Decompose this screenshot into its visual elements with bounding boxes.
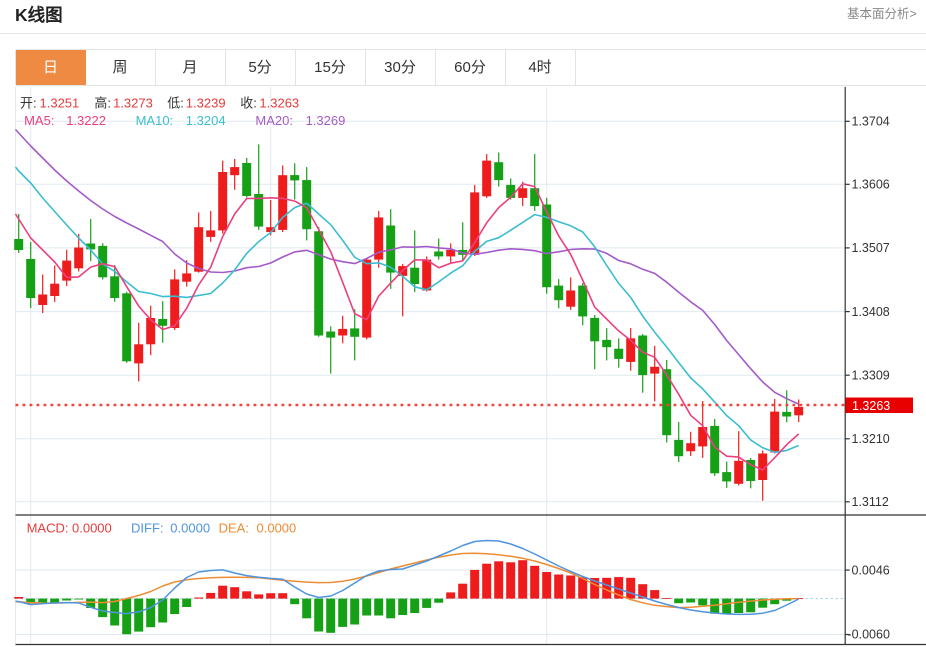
svg-text:-0.0060: -0.0060 — [848, 628, 890, 642]
svg-text:1.3408: 1.3408 — [852, 305, 890, 319]
svg-text:0.0046: 0.0046 — [852, 563, 890, 577]
svg-text:1.3263: 1.3263 — [852, 399, 890, 413]
svg-text:1.3309: 1.3309 — [852, 368, 890, 382]
svg-text:1.3704: 1.3704 — [852, 115, 890, 129]
svg-text:1.3210: 1.3210 — [852, 432, 890, 446]
svg-text:1.3507: 1.3507 — [852, 241, 890, 255]
svg-text:1.3112: 1.3112 — [852, 495, 889, 509]
svg-text:1.3606: 1.3606 — [852, 178, 890, 192]
